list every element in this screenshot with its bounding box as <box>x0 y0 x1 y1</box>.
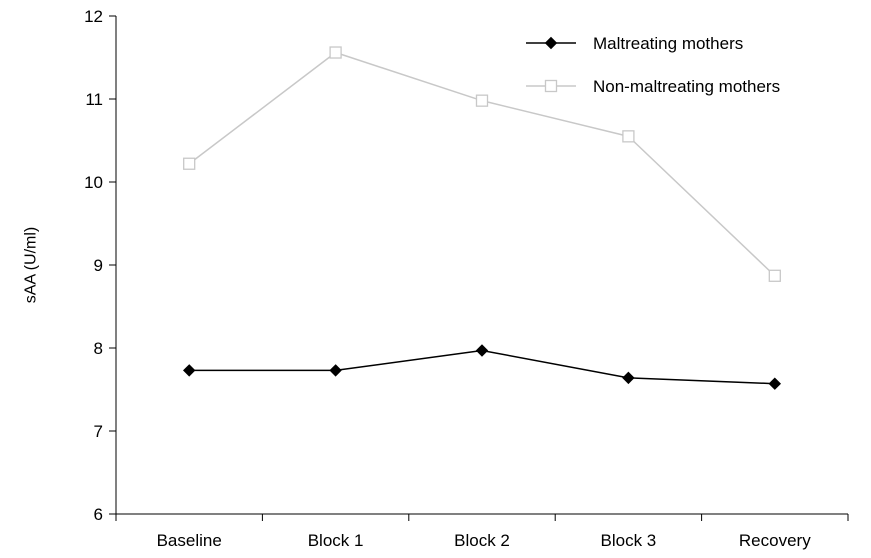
y-axis-title: sAA (U/ml) <box>23 227 40 303</box>
legend-item: Maltreating mothers <box>526 34 743 53</box>
data-point <box>622 371 635 385</box>
y-tick-label: 7 <box>94 422 103 441</box>
data-point <box>329 46 342 59</box>
series-layer <box>182 46 782 390</box>
data-point <box>329 364 342 377</box>
legend: Maltreating mothers Non-maltreating mothe… <box>526 34 780 96</box>
data-point <box>622 130 635 143</box>
y-axis: 6 7 8 9 10 11 12 <box>84 7 117 524</box>
y-tick-label: 9 <box>94 256 103 275</box>
x-tick-label: Block 2 <box>454 531 510 550</box>
legend-item: Non-maltreating mothers <box>526 77 780 96</box>
legend-marker <box>544 79 558 93</box>
data-point <box>768 377 782 390</box>
data-point <box>475 94 489 107</box>
y-tick-label: 10 <box>84 173 103 192</box>
y-tick-label: 8 <box>94 339 103 358</box>
data-point <box>183 157 196 170</box>
data-point <box>475 344 489 357</box>
data-point <box>768 269 781 282</box>
legend-label: Non-maltreating mothers <box>593 77 780 96</box>
x-tick-label: Block 1 <box>308 531 364 550</box>
x-tick-label: Baseline <box>157 531 222 550</box>
data-point <box>182 364 196 377</box>
x-axis: Baseline Block 1 Block 2 Block 3 Recovery <box>115 513 849 550</box>
x-tick-label: Recovery <box>739 531 811 550</box>
x-tick-label: Block 3 <box>601 531 657 550</box>
y-tick-label: 11 <box>85 90 103 109</box>
y-tick-label: 6 <box>94 505 103 524</box>
y-tick-label: 12 <box>84 7 103 26</box>
series-1 <box>182 344 782 390</box>
legend-label: Maltreating mothers <box>593 34 743 53</box>
series-2 <box>183 46 781 282</box>
legend-marker <box>544 36 558 50</box>
